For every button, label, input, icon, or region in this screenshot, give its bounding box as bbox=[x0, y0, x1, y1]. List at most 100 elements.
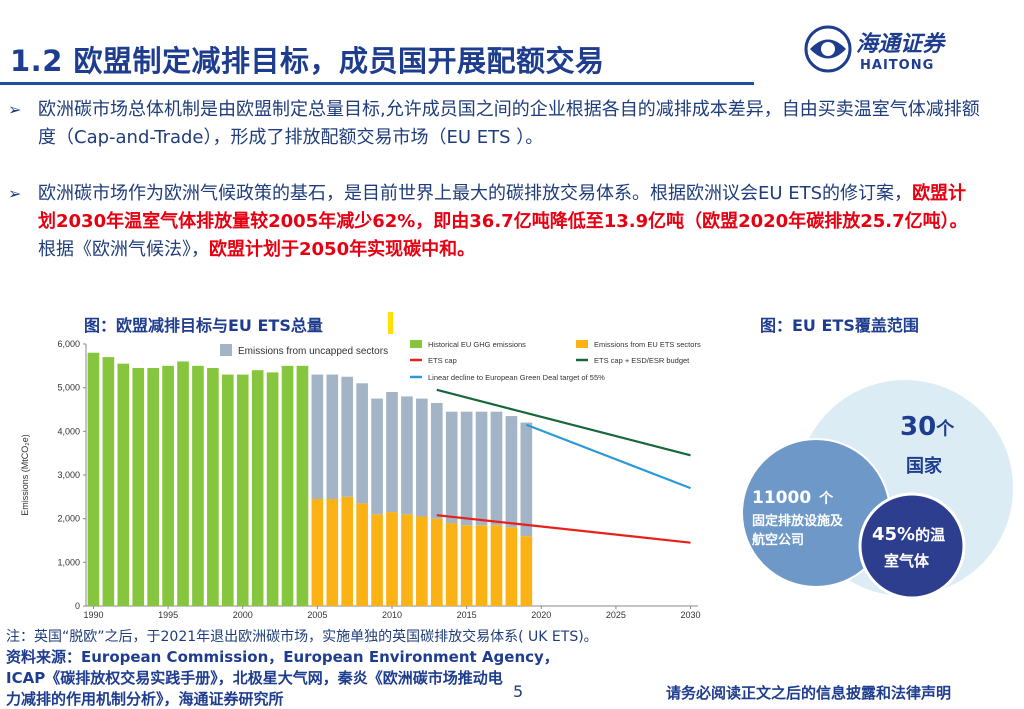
caption-highlight-marker bbox=[388, 312, 393, 334]
y-tick-label: 3,000 bbox=[57, 470, 80, 480]
venn-middle-label: 固定排放设施及航空公司 bbox=[752, 514, 844, 548]
arrow-bullet-icon: ➢ bbox=[8, 184, 22, 203]
x-tick-label: 2025 bbox=[606, 610, 626, 620]
venn-inner-number: 45%的温 bbox=[872, 524, 946, 545]
venn-outer-number: 30个 bbox=[900, 412, 955, 442]
bullet-text-2a: 欧洲碳市场作为欧洲气候政策的基石，是目前世界上最大的碳排放交易体系。根据欧洲议会… bbox=[38, 183, 913, 204]
bar-historical bbox=[117, 363, 130, 606]
bar-historical bbox=[162, 365, 174, 606]
bar-ets-sectors bbox=[341, 496, 354, 606]
x-tick-label: 1990 bbox=[83, 610, 103, 620]
bar-uncapped bbox=[475, 411, 488, 526]
bar-ets-sectors bbox=[386, 512, 398, 606]
logo-chinese-text: 海通证券 bbox=[856, 31, 945, 57]
x-tick-label: 2005 bbox=[307, 610, 327, 620]
bar-ets-sectors bbox=[311, 499, 324, 606]
bar-uncapped bbox=[401, 396, 413, 515]
bar-ets-sectors bbox=[520, 536, 533, 606]
page-title: 1.2 欧盟制定减排目标，成员国开展配额交易 bbox=[10, 44, 605, 78]
bar-historical bbox=[296, 365, 309, 606]
haitong-logo bbox=[804, 25, 852, 73]
y-tick-label: 5,000 bbox=[57, 383, 80, 393]
x-tick-label: 2015 bbox=[457, 610, 477, 620]
y-tick-label: 6,000 bbox=[57, 339, 80, 349]
legend-label-ets_cap: ETS cap bbox=[428, 356, 457, 365]
bar-historical bbox=[147, 368, 159, 606]
y-tick-label: 2,000 bbox=[57, 514, 80, 524]
bar-historical bbox=[236, 374, 249, 606]
ets-coverage-diagram bbox=[741, 380, 1013, 600]
logo-english-text: HAITONG bbox=[860, 58, 935, 73]
bar-uncapped bbox=[490, 411, 503, 526]
legend-swatch-uncapped bbox=[220, 344, 232, 356]
line-linear-decline bbox=[525, 423, 691, 490]
bar-ets-sectors bbox=[356, 503, 368, 606]
x-tick-label: 1995 bbox=[158, 610, 178, 620]
source-line-2: ICAP《碳排放权交易实践手册》，北极星大气网，秦炎《欧洲碳市场推动电 bbox=[6, 669, 503, 687]
legend-label-uncapped: Emissions from uncapped sectors bbox=[238, 346, 388, 357]
bar-ets-sectors bbox=[326, 499, 339, 606]
bullet-item-1: ➢ 欧洲碳市场总体机制是由欧盟制定总量目标,允许成员国之间的企业根据各自的减排成… bbox=[8, 96, 983, 152]
y-tick-label: 1,000 bbox=[57, 557, 80, 567]
y-axis-label: Emissions (MtCO₂e) bbox=[20, 434, 30, 516]
venn-outer-label: 国家 bbox=[906, 456, 942, 477]
legend-swatch-historical bbox=[410, 340, 422, 348]
source-line-3: 力减排的作用机制分析》，海通证券研究所 bbox=[6, 690, 284, 708]
line-ets-cap bbox=[436, 514, 691, 544]
bar-uncapped bbox=[430, 402, 443, 519]
emissions-chart: 0 1,000 2,000 3,000 4,000 5,000 6,000 Emissions… bbox=[20, 339, 701, 620]
bar-uncapped bbox=[311, 374, 324, 500]
y-tick-label: 4,000 bbox=[57, 426, 80, 436]
arrow-bullet-icon: ➢ bbox=[8, 100, 22, 119]
bar-ets-sectors bbox=[430, 518, 443, 606]
bar-historical bbox=[87, 352, 100, 606]
legend-label-ets_sectors: Emissions from EU ETS sectors bbox=[594, 340, 701, 349]
bar-ets-sectors bbox=[445, 523, 458, 606]
y-tick-label: 0 bbox=[75, 601, 80, 611]
bar-uncapped bbox=[386, 392, 398, 513]
bar-ets-sectors bbox=[416, 516, 428, 606]
bar-historical bbox=[251, 370, 264, 606]
legend-label-linear: Linear decline to European Green Deal ta… bbox=[428, 373, 605, 382]
x-tick-label: 2000 bbox=[233, 610, 253, 620]
bar-uncapped bbox=[341, 376, 354, 497]
x-tick-label: 2030 bbox=[681, 610, 701, 620]
bar-uncapped bbox=[520, 422, 533, 537]
bar-historical bbox=[132, 368, 145, 606]
bar-ets-sectors bbox=[371, 514, 383, 606]
x-tick-label: 2010 bbox=[382, 610, 402, 620]
line-ets-esd bbox=[436, 388, 691, 457]
legal-disclaimer: 请务必阅读正文之后的信息披露和法律声明 bbox=[666, 684, 952, 702]
legend-swatch-ets_sectors bbox=[576, 340, 588, 348]
bar-ets-sectors bbox=[401, 514, 413, 606]
bar-ets-sectors bbox=[475, 525, 488, 606]
footnote: 注：英国“脱欧”之后，于2021年退出欧洲碳市场，实施单独的英国碳排放交易体系(… bbox=[6, 629, 598, 645]
legend-label-historical: Historical EU GHG emissions bbox=[428, 340, 526, 349]
bar-uncapped bbox=[326, 374, 339, 500]
bar-historical bbox=[221, 374, 234, 606]
x-tick-label: 2020 bbox=[531, 610, 551, 620]
bar-historical bbox=[192, 365, 204, 606]
venn-middle-number: 11000 个 bbox=[752, 488, 834, 508]
bullet-text-2b: 根据《欧洲气候法》， bbox=[38, 239, 209, 260]
bar-ets-sectors bbox=[490, 525, 503, 606]
bullet-item-2: ➢ 欧洲碳市场作为欧洲气候政策的基石，是目前世界上最大的碳排放交易体系。根据欧洲… bbox=[8, 180, 983, 264]
bar-uncapped bbox=[371, 398, 383, 515]
bar-uncapped bbox=[356, 383, 368, 504]
venn-inner-circle bbox=[858, 492, 966, 600]
chart-caption: 图：欧盟减排目标与EU ETS总量 bbox=[84, 316, 323, 335]
legend-label-ets_esd: ETS cap + ESD/ESR budget bbox=[594, 356, 690, 365]
bullet-highlight-2030-target: 欧盟计划2030年温室气体排放量较2005年减少62%，即由36.7亿吨降低至1… bbox=[38, 183, 968, 232]
bar-ets-sectors bbox=[505, 527, 518, 606]
bar-historical bbox=[102, 357, 115, 606]
bar-uncapped bbox=[460, 411, 473, 526]
bullet-text-1: 欧洲碳市场总体机制是由欧盟制定总量目标,允许成员国之间的企业根据各自的减排成本差… bbox=[38, 99, 980, 148]
bar-ets-sectors bbox=[460, 525, 473, 606]
page-number: 5 bbox=[513, 682, 524, 701]
title-divider bbox=[0, 82, 754, 85]
bar-uncapped bbox=[416, 398, 428, 517]
bar-uncapped bbox=[445, 411, 458, 524]
bar-historical bbox=[177, 361, 189, 606]
bar-historical bbox=[207, 368, 219, 606]
bullet-highlight-2050-neutral: 欧盟计划于2050年实现碳中和。 bbox=[209, 239, 476, 260]
